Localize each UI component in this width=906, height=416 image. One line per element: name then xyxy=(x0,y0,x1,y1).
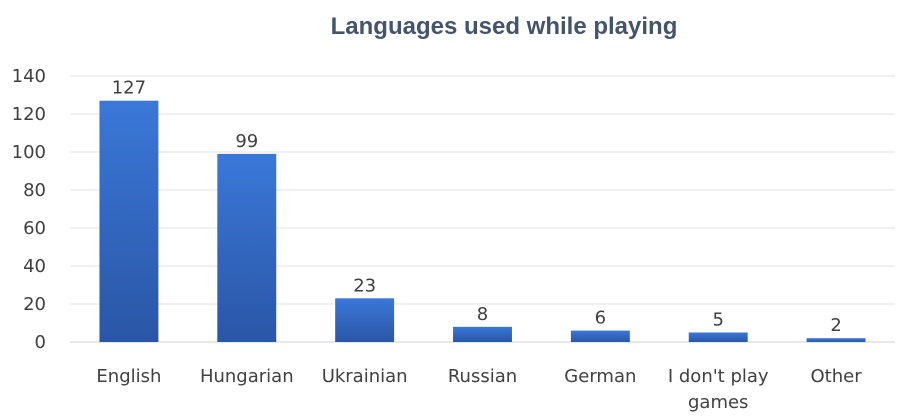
data-label: 99 xyxy=(235,131,258,152)
bar xyxy=(688,332,748,342)
gridlines xyxy=(70,75,895,343)
y-tick-label: 140 xyxy=(12,66,46,87)
data-label: 8 xyxy=(477,304,488,325)
data-label: 2 xyxy=(830,315,841,336)
y-tick-label: 20 xyxy=(23,294,46,315)
x-tick-label: Other xyxy=(811,366,863,387)
chart-title: Languages used while playing xyxy=(331,13,678,40)
data-label: 6 xyxy=(595,308,606,329)
x-tick-label: Hungarian xyxy=(200,366,294,387)
bar xyxy=(453,326,512,342)
data-label: 127 xyxy=(112,78,146,99)
bar xyxy=(806,338,866,342)
bar xyxy=(570,330,630,342)
data-label: 23 xyxy=(353,275,376,296)
y-tick-label: 80 xyxy=(23,180,46,201)
x-tick-label: Ukrainian xyxy=(322,366,408,387)
y-tick-label: 100 xyxy=(12,142,46,163)
bars xyxy=(99,100,866,342)
x-tick-label: English xyxy=(96,366,161,387)
y-tick-label: 120 xyxy=(12,104,46,125)
bar xyxy=(99,100,159,342)
y-tick-label: 40 xyxy=(23,256,46,277)
y-tick-label: 0 xyxy=(35,332,46,353)
x-tick-label: I don't play games xyxy=(668,366,769,413)
y-axis: 0 20 40 60 80 100 120 140 xyxy=(12,66,46,353)
x-tick-label: German xyxy=(564,366,636,387)
bar xyxy=(217,153,277,342)
x-axis: English Hungarian Ukrainian Russian German I … xyxy=(96,366,862,413)
x-tick-label: Russian xyxy=(448,366,517,387)
bar xyxy=(335,298,395,342)
data-labels: 127 99 23 8 6 5 2 xyxy=(112,78,842,337)
y-tick-label: 60 xyxy=(23,218,46,239)
data-label: 5 xyxy=(712,310,723,331)
